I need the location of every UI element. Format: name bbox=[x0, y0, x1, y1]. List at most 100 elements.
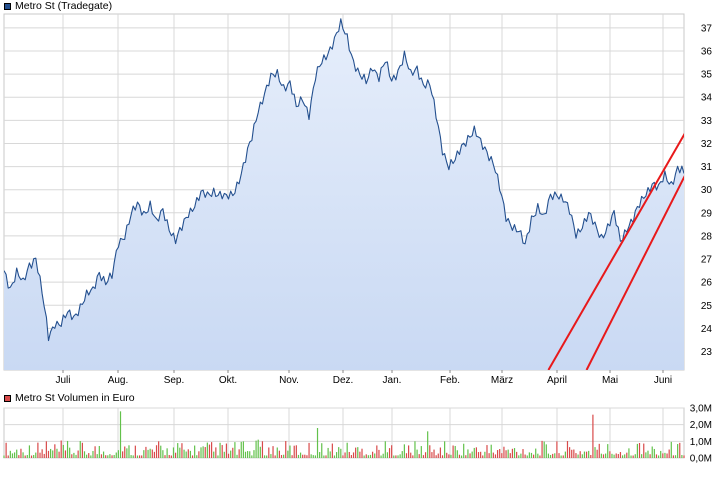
volume-bar bbox=[98, 445, 100, 458]
volume-bar bbox=[77, 450, 79, 458]
volume-bar bbox=[352, 452, 355, 458]
volume-bar bbox=[674, 455, 677, 458]
volume-bar bbox=[270, 454, 272, 458]
volume-bar bbox=[388, 448, 391, 458]
volume-bar bbox=[359, 451, 361, 458]
volume-bar bbox=[405, 453, 408, 458]
volume-bar bbox=[217, 455, 219, 458]
volume-bar bbox=[473, 447, 475, 458]
volume-bar bbox=[147, 449, 149, 458]
volume-bar bbox=[628, 448, 630, 458]
volume-bar bbox=[393, 455, 395, 458]
volume-bar bbox=[450, 454, 452, 458]
volume-bar bbox=[458, 454, 461, 458]
volume-bar bbox=[554, 453, 556, 458]
volume-bar bbox=[35, 452, 37, 458]
volume-bar bbox=[249, 451, 251, 458]
volume-bar bbox=[316, 428, 319, 458]
volume-bar bbox=[384, 441, 386, 458]
y-tick-label: 36 bbox=[701, 46, 713, 57]
x-tick-label: Dez. bbox=[333, 375, 354, 386]
volume-axis-labels: 0,0M 1,0M 2,0M 3,0M bbox=[690, 404, 712, 465]
volume-y-tick-label: 2,0M bbox=[690, 420, 712, 431]
volume-bar bbox=[119, 411, 122, 458]
volume-bar bbox=[278, 450, 280, 458]
volume-bar bbox=[588, 450, 590, 458]
volume-bar bbox=[344, 452, 346, 458]
volume-bar bbox=[509, 453, 511, 458]
y-tick-label: 30 bbox=[701, 185, 713, 196]
y-tick-label: 32 bbox=[701, 139, 713, 150]
volume-bar bbox=[386, 452, 389, 458]
volume-bar bbox=[213, 451, 215, 458]
x-tick-label: Mai bbox=[602, 375, 618, 386]
volume-bar bbox=[600, 453, 602, 458]
volume-bar bbox=[306, 455, 308, 458]
volume-bar bbox=[283, 454, 285, 458]
volume-bar bbox=[547, 453, 550, 458]
y-tick-label: 23 bbox=[701, 347, 713, 358]
volume-bar bbox=[327, 447, 329, 458]
volume-bar bbox=[666, 453, 668, 458]
volume-bar bbox=[247, 451, 249, 458]
volume-bar bbox=[626, 452, 628, 458]
volume-bar bbox=[238, 449, 240, 458]
volume-bar bbox=[340, 448, 342, 458]
volume-bar bbox=[503, 446, 505, 458]
volume-bar bbox=[54, 444, 56, 458]
volume-bar bbox=[117, 450, 119, 458]
volume-bar bbox=[539, 455, 541, 458]
volume-bar bbox=[376, 445, 378, 458]
volume-legend: Metro St Volumen in Euro bbox=[4, 392, 135, 404]
volume-bar bbox=[408, 445, 410, 458]
volume-bar bbox=[177, 443, 179, 458]
volume-bar bbox=[602, 454, 605, 458]
volume-bar bbox=[170, 455, 172, 458]
volume-bar bbox=[149, 448, 151, 458]
volume-bar bbox=[552, 453, 554, 458]
volume-bar bbox=[47, 450, 50, 458]
volume-bar bbox=[467, 449, 469, 458]
volume-bar bbox=[477, 452, 480, 458]
volume-bar bbox=[410, 452, 412, 458]
volume-bar bbox=[357, 447, 359, 458]
volume-bar bbox=[204, 447, 206, 458]
price-legend: Metro St (Tradegate) bbox=[4, 0, 112, 12]
volume-bar bbox=[643, 443, 645, 458]
price-legend-swatch bbox=[4, 2, 11, 10]
volume-bar bbox=[530, 452, 533, 458]
volume-bar bbox=[598, 443, 600, 458]
volume-bar bbox=[255, 440, 257, 458]
volume-bar bbox=[562, 455, 564, 458]
volume-bar bbox=[609, 451, 611, 458]
volume-bar bbox=[100, 454, 103, 458]
x-tick-label: April bbox=[547, 375, 567, 386]
volume-bar bbox=[39, 452, 41, 458]
volume-legend-label: Metro St Volumen in Euro bbox=[15, 392, 135, 404]
volume-bar bbox=[564, 451, 566, 458]
volume-bar bbox=[499, 449, 501, 458]
volume-bar bbox=[632, 455, 634, 458]
volume-bar bbox=[592, 414, 594, 458]
volume-bar bbox=[621, 455, 624, 458]
volume-bar bbox=[295, 445, 297, 458]
volume-bar bbox=[541, 440, 543, 458]
volume-bar bbox=[416, 449, 418, 458]
volume-bar bbox=[179, 447, 181, 458]
volume-bar bbox=[30, 455, 33, 458]
volume-bar bbox=[501, 453, 503, 458]
volume-bar bbox=[211, 442, 213, 458]
volume-bar bbox=[155, 445, 158, 458]
volume-bar bbox=[369, 454, 372, 458]
volume-bar bbox=[651, 446, 653, 458]
volume-bar bbox=[630, 455, 632, 458]
volume-bar bbox=[81, 442, 83, 458]
volume-bar bbox=[526, 455, 528, 458]
volume-bar bbox=[259, 446, 261, 458]
volume-bar bbox=[132, 455, 134, 458]
volume-bar bbox=[463, 443, 465, 458]
volume-bar bbox=[505, 450, 507, 458]
volume-bar bbox=[162, 450, 164, 458]
volume-bar bbox=[513, 448, 516, 458]
